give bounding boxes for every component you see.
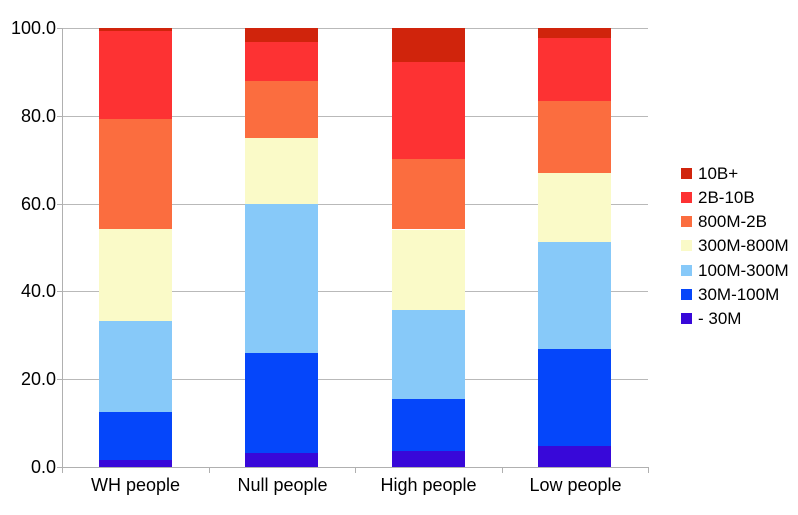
legend-item[interactable]: 30M-100M (681, 282, 789, 306)
legend-swatch-icon (681, 167, 692, 179)
y-axis-tick (57, 116, 62, 117)
legend-label: 800M-2B (698, 212, 767, 232)
bar-segment-30m[interactable] (245, 453, 318, 467)
legend-item[interactable]: 300M-800M (681, 234, 789, 258)
category-label: WH people (90, 475, 181, 495)
legend-item[interactable]: 2B-10B (681, 185, 789, 209)
legend-swatch-icon (681, 264, 692, 276)
chart-legend: 10B+ 2B-10B 800M-2B 300M-800M 100M-300M 30M-1… (681, 161, 789, 331)
bar-segment-800m2b[interactable] (245, 80, 318, 138)
bar-segment-800m2b[interactable] (392, 158, 465, 230)
bar-segment-300m800m[interactable] (538, 173, 611, 242)
category-label: Low people (529, 475, 622, 495)
category-label: Null people (237, 475, 328, 495)
x-axis-tick (62, 467, 63, 473)
gridline (62, 116, 648, 117)
bar-segment-2b10b[interactable] (99, 31, 172, 120)
y-axis-tick-label: 0.0 (30, 457, 56, 477)
bar-segment-30m[interactable] (538, 446, 611, 467)
bar-segment-100m300m[interactable] (538, 241, 611, 350)
legend-item[interactable]: 100M-300M (681, 258, 789, 282)
y-axis-tick (57, 291, 62, 292)
y-axis-tick-label: 20.0 (20, 369, 56, 389)
bar-segment-100m300m[interactable] (245, 203, 318, 353)
x-axis-tick (355, 467, 356, 473)
bar-segment-30m100m[interactable] (99, 412, 172, 460)
y-axis-tick-label: 80.0 (20, 106, 56, 126)
bar-segment-800m2b[interactable] (538, 101, 611, 174)
legend-item[interactable]: 10B+ (681, 161, 789, 185)
legend-swatch-icon (681, 216, 692, 228)
bar-segment-2b10b[interactable] (392, 61, 465, 159)
legend-swatch-icon (681, 313, 692, 325)
y-axis-tick (57, 379, 62, 380)
bar-segment-10b[interactable] (392, 28, 465, 62)
gridline (62, 379, 648, 380)
bar-segment-300m800m[interactable] (99, 229, 172, 322)
x-axis-tick (648, 467, 649, 473)
legend-swatch-icon (681, 288, 692, 300)
bar-segment-2b10b[interactable] (245, 42, 318, 81)
y-axis-tick-label: 60.0 (20, 194, 56, 214)
gridline (62, 291, 648, 292)
y-axis-tick-label: 100.0 (10, 18, 56, 38)
legend-item[interactable]: 800M-2B (681, 210, 789, 234)
legend-label: 2B-10B (698, 187, 755, 207)
bar-segment-10b[interactable] (245, 28, 318, 43)
bar-segment-30m[interactable] (99, 459, 172, 467)
bar-segment-10b[interactable] (538, 28, 611, 39)
y-axis-tick (57, 28, 62, 29)
y-axis-line (62, 28, 63, 468)
x-axis-tick (209, 467, 210, 473)
legend-label: 10B+ (698, 163, 739, 183)
bar-segment-800m2b[interactable] (99, 119, 172, 230)
y-axis-tick (57, 204, 62, 205)
bar-segment-30m[interactable] (392, 450, 465, 467)
bar-segment-30m100m[interactable] (245, 352, 318, 454)
gridline (62, 204, 648, 205)
category-label: High people (380, 475, 477, 495)
bar-segment-30m100m[interactable] (392, 399, 465, 451)
legend-label: 30M-100M (698, 284, 780, 304)
legend-label: 300M-800M (698, 236, 789, 256)
bar-segment-300m800m[interactable] (392, 229, 465, 310)
bar-segment-300m800m[interactable] (245, 137, 318, 204)
legend-swatch-icon (681, 240, 692, 252)
bar-segment-100m300m[interactable] (392, 309, 465, 400)
legend-label: 100M-300M (698, 260, 789, 280)
bar-segment-30m100m[interactable] (538, 349, 611, 447)
legend-item[interactable]: - 30M (681, 307, 789, 331)
gridline (62, 28, 648, 29)
y-axis-tick (57, 467, 62, 468)
legend-label: - 30M (698, 309, 742, 329)
bar-segment-2b10b[interactable] (538, 38, 611, 102)
bar-segment-100m300m[interactable] (99, 321, 172, 413)
x-axis-tick (502, 467, 503, 473)
legend-swatch-icon (681, 191, 692, 203)
y-axis-tick-label: 40.0 (20, 281, 56, 301)
bar-segment-10b[interactable] (99, 28, 172, 32)
